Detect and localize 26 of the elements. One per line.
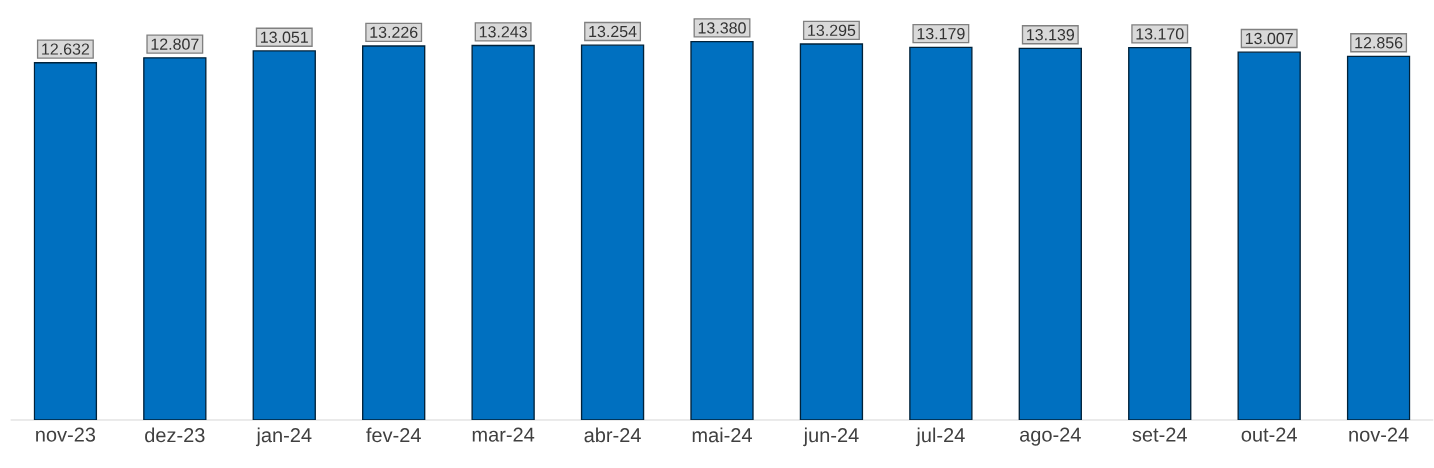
x-tick-label: ago-24	[1020, 427, 1081, 446]
x-tick-label: jan-24	[255, 427, 312, 447]
x-tick-label: jun-24	[803, 427, 859, 447]
x-tick-label: jul-24	[915, 427, 965, 447]
data-label: 13.179	[917, 27, 965, 40]
data-label: 12.856	[1355, 37, 1403, 49]
data-label: 13.051	[261, 31, 308, 43]
data-label: 13.139	[1027, 29, 1074, 41]
data-label: 13.380	[698, 22, 746, 34]
data-label: 12.632	[42, 43, 90, 55]
data-label: 13.243	[479, 26, 527, 38]
x-tick-label: nov-24	[1349, 427, 1409, 442]
data-label: 13.007	[1245, 32, 1293, 45]
x-tick-label: set-24	[1132, 427, 1187, 442]
x-tick-label: nov-23	[36, 427, 96, 442]
x-tick-label: abr-24	[584, 427, 641, 443]
x-tick-label: dez-23	[145, 427, 205, 443]
x-tick-label: fev-24	[366, 427, 421, 443]
data-label: 12.807	[151, 38, 199, 50]
x-tick-label: out-24	[1241, 427, 1297, 442]
data-label: 13.295	[808, 24, 856, 37]
x-tick-label: mai-24	[692, 427, 752, 443]
data-label: 13.170	[1136, 28, 1184, 40]
x-tick-label: mar-24	[472, 427, 535, 442]
data-label: 13.254	[589, 25, 637, 38]
data-label: 13.226	[370, 26, 418, 38]
